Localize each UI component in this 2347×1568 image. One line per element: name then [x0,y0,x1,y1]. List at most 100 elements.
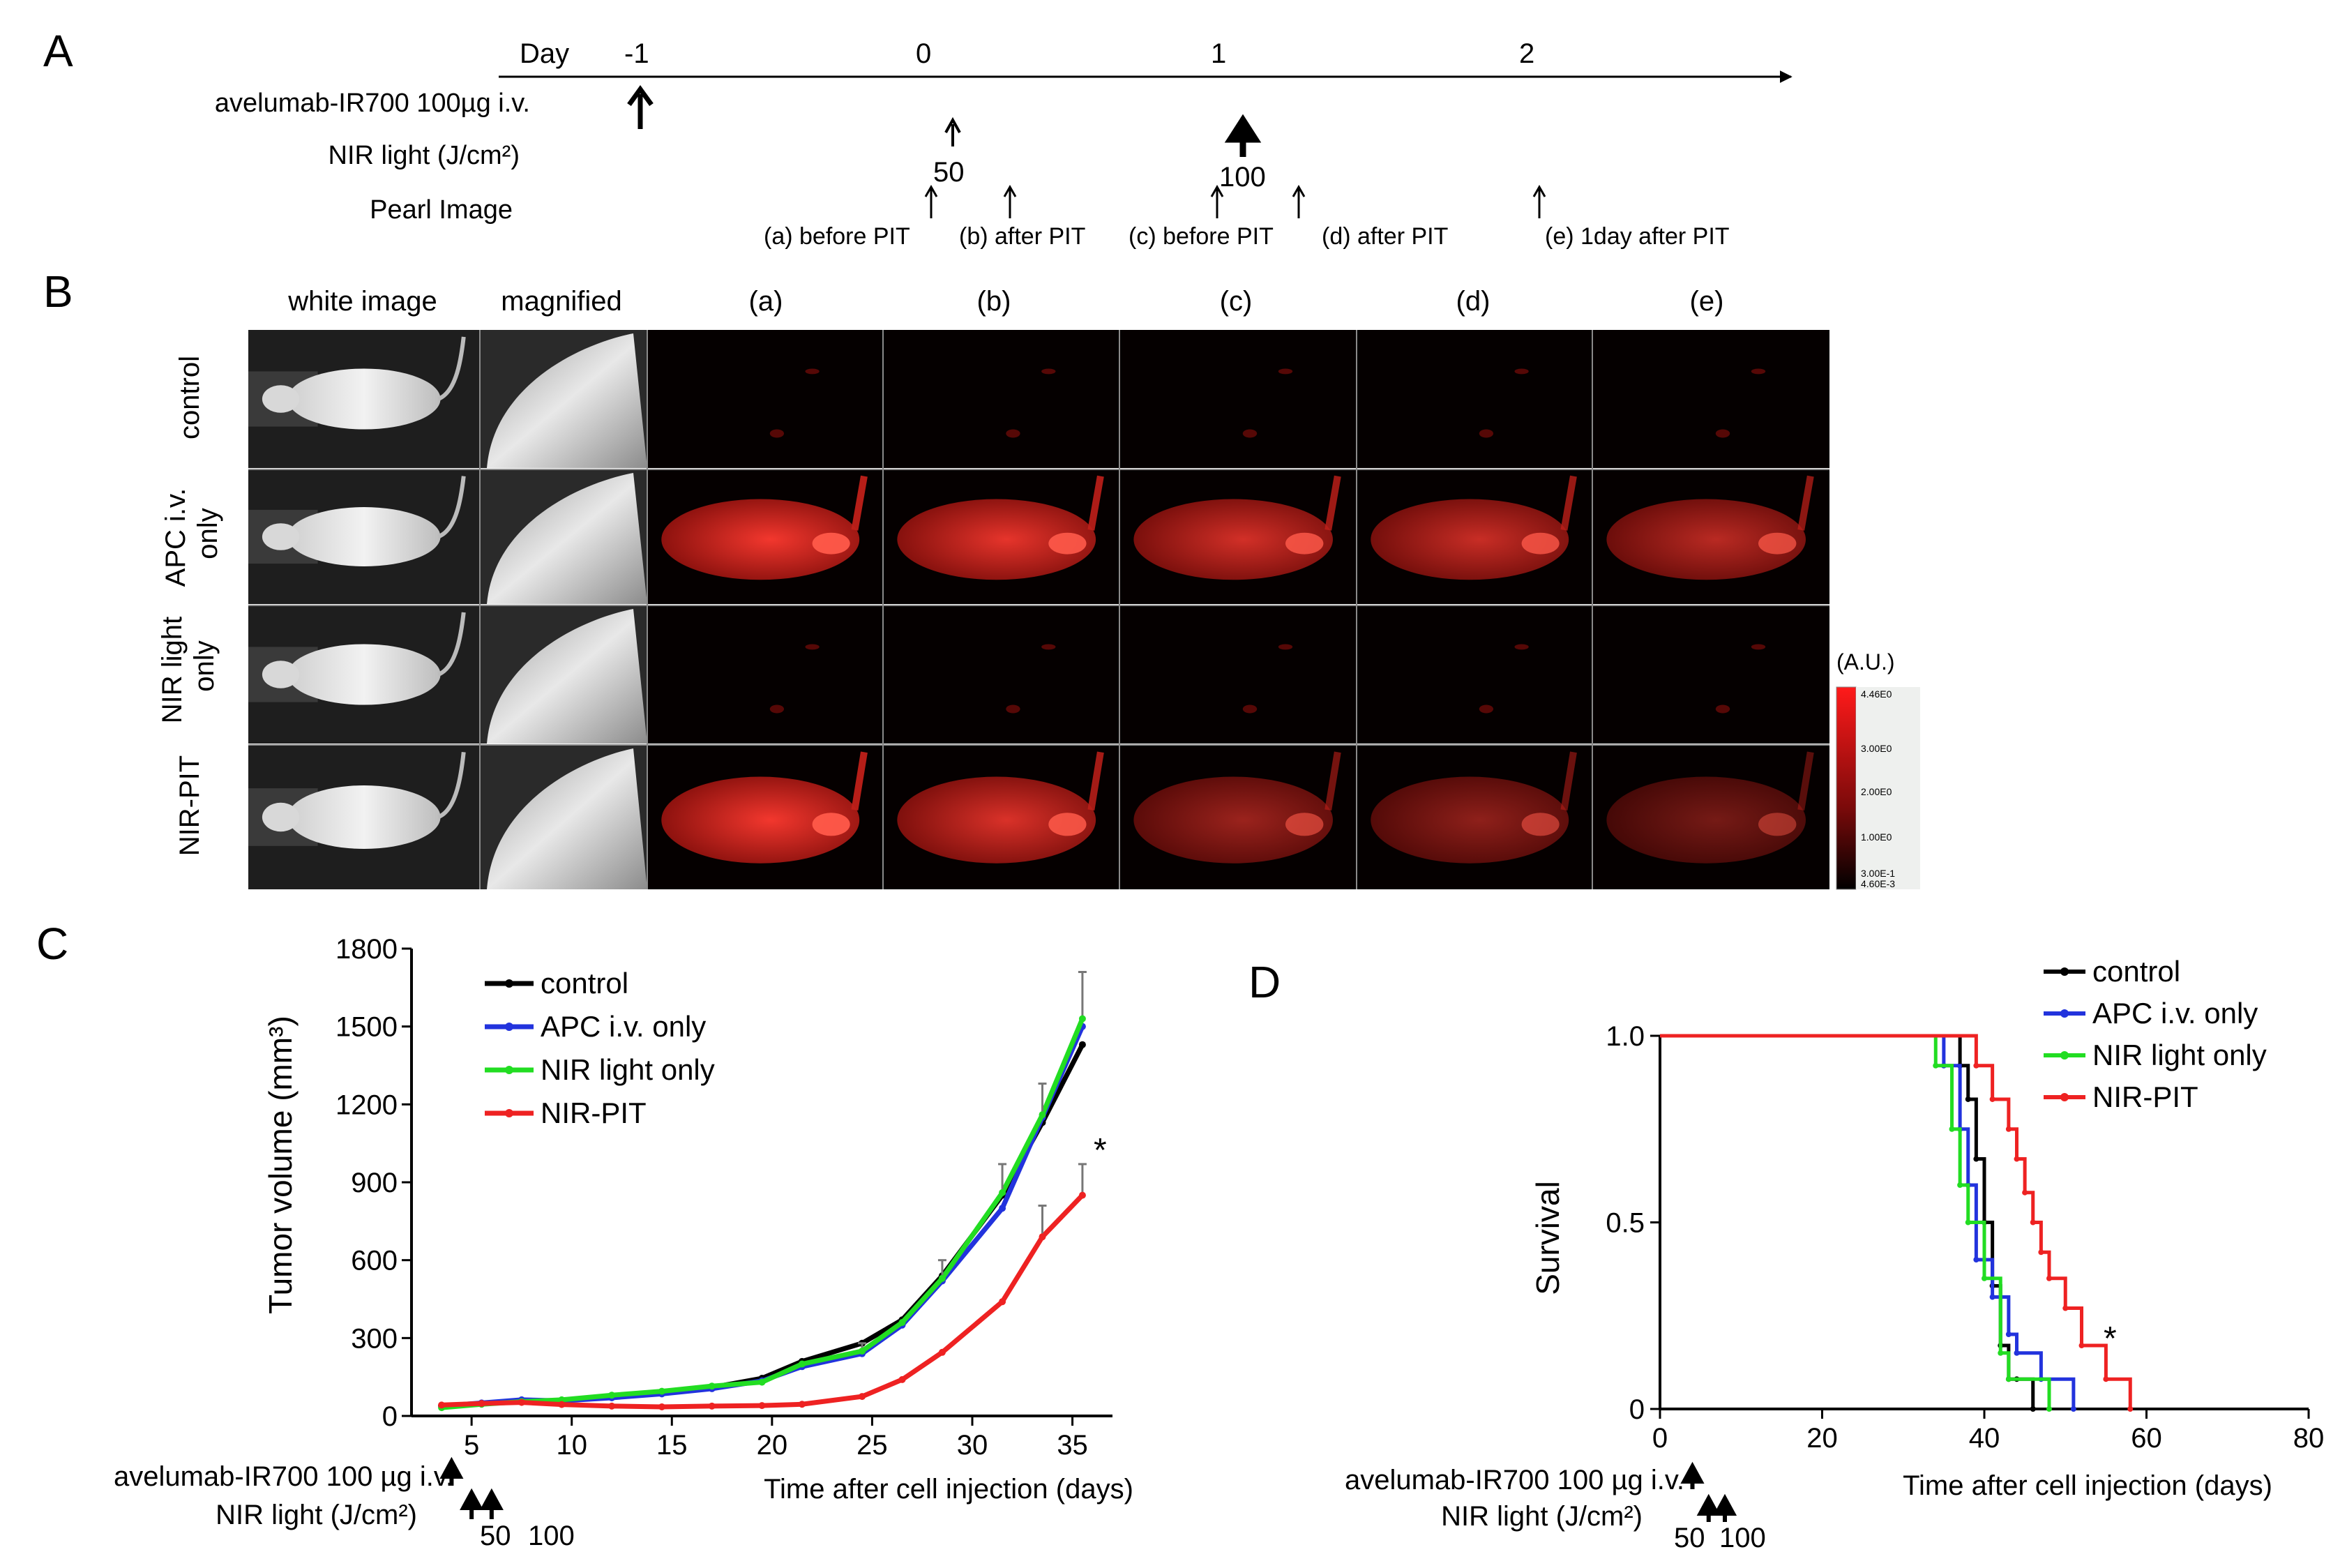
legend-label: NIR light only [541,1053,715,1086]
mouse-head [262,802,300,832]
colorbar-unit: (A.U.) [1836,649,1895,674]
censor-mark [2030,1406,2036,1412]
censor-mark [2070,1406,2076,1412]
x-tick-label: 5 [464,1430,479,1461]
legend-marker [2060,967,2069,976]
image-cell-r3-c5 [1357,745,1592,889]
colorbar-label-bg [1856,687,1920,889]
mouse-head [262,661,300,688]
pearl-event-d: (d) after PIT [1322,223,1448,250]
legend-label: APC i.v. only [541,1010,706,1043]
censor-mark [1965,1096,1971,1102]
panel-b-row-labels: control APC i.v. only NIR light only NIR… [157,356,223,856]
fluor-spot [1514,644,1529,650]
nir-arrow-50-icon [460,1488,484,1519]
day-tick-1: 1 [1211,38,1226,69]
col-header-b: (b) [977,286,1011,317]
x-tick-label: 15 [656,1430,688,1461]
image-cell-r3-c1 [480,745,647,889]
pearl-event-b: (b) after PIT [959,223,1085,250]
data-point [708,1382,716,1390]
colorbar-tick-4: 3.00E-1 [1861,868,1895,879]
mouse-body [287,507,441,566]
fluor-spot [1041,368,1056,375]
antibody-arrow-icon [439,1456,464,1486]
pearl-event-e: (e) 1day after PIT [1545,223,1730,250]
data-point [1078,1191,1086,1199]
nir-dose-100: 100 [1219,162,1266,193]
chart-d-ylabel: Survival [1530,1181,1566,1295]
col-header-c: (c) [1220,286,1253,317]
fluor-bg [647,330,883,468]
y-tick-label: 0.5 [1606,1208,1645,1239]
fluor-tail [1560,751,1577,811]
censor-mark [2038,1249,2044,1256]
fluor-body [1371,776,1569,864]
x-tick-label: 35 [1057,1430,1088,1461]
series-nir-light-only [438,971,1087,1412]
fluor-tail [1087,475,1104,531]
fluor-tumor [1758,532,1797,555]
fluor-bg [883,330,1119,468]
fluor-body [1133,499,1333,580]
fluor-tail [1797,475,1814,531]
censor-mark [2005,1376,2012,1382]
chart-c-significance: * [1094,1132,1107,1169]
fluor-bg [1592,605,1829,744]
fluor-tumor [1285,532,1324,555]
fluor-spot [1278,644,1293,650]
fluor-spot [1242,429,1258,438]
fluor-spot [1751,644,1766,650]
row-label-antibody: avelumab-IR700 100µg i.v. [215,89,530,118]
image-cell-r1-c3 [883,469,1119,604]
mouse-body [287,785,441,850]
col-header-magnified: magnified [501,286,621,317]
censor-mark [2127,1406,2134,1412]
data-point [608,1392,616,1399]
x-tick-label: 60 [2131,1423,2162,1454]
censor-mark [1973,1156,1979,1162]
fluor-spot [769,704,785,714]
fluor-spot [1242,704,1258,714]
data-point [758,1378,766,1386]
chart-c-treatment-nir: NIR light (J/cm²) [216,1500,417,1530]
chart-c-xlabel: Time after cell injection (days) [764,1474,1133,1505]
survival-nir-light-only [1660,1034,2052,1412]
nir-arrow-100-icon [1712,1493,1737,1522]
censor-mark [1965,1219,1971,1226]
fluor-bg [883,605,1119,744]
magnified-skin [487,473,647,604]
fluor-spot [1479,704,1494,714]
y-tick-label: 1800 [335,934,398,965]
data-point [859,1347,866,1355]
mouse-head [262,523,300,550]
col-header-a: (a) [749,286,783,317]
censor-mark [1989,1096,1995,1102]
censor-mark [2030,1219,2036,1226]
censor-mark [2022,1189,2028,1196]
chart-c-dose-100: 100 [528,1521,575,1551]
pearl-arrow-c-icon [1210,184,1224,218]
grid-lines [248,330,1829,889]
fluor-tumor [1048,532,1087,555]
fluor-spot [1479,429,1494,438]
chart-c-ylabel: Tumor volume (mm³) [262,1016,299,1314]
censor-mark [2062,1305,2069,1311]
panel-a-timeline: Day -1 0 1 2 avelumab-IR700 100µg i.v. N… [215,38,1793,250]
legend-marker [505,1023,513,1031]
fluor-spot [769,429,785,438]
x-tick-label: 40 [1969,1423,2000,1454]
chart-d-treatment-nir: NIR light (J/cm²) [1441,1501,1643,1532]
col-header-d: (d) [1456,286,1491,317]
fluor-tumor [812,813,850,836]
pearl-arrow-e-icon [1532,184,1546,218]
magnified-skin [487,748,647,889]
chart-c-dose-50: 50 [480,1521,511,1551]
censor-mark [2014,1350,2020,1356]
fluor-body [1371,499,1569,580]
fluor-spot [1715,429,1730,438]
image-cell-r3-c2 [647,745,883,889]
survival-step [1660,1034,2076,1409]
fluor-bg [1119,605,1357,744]
